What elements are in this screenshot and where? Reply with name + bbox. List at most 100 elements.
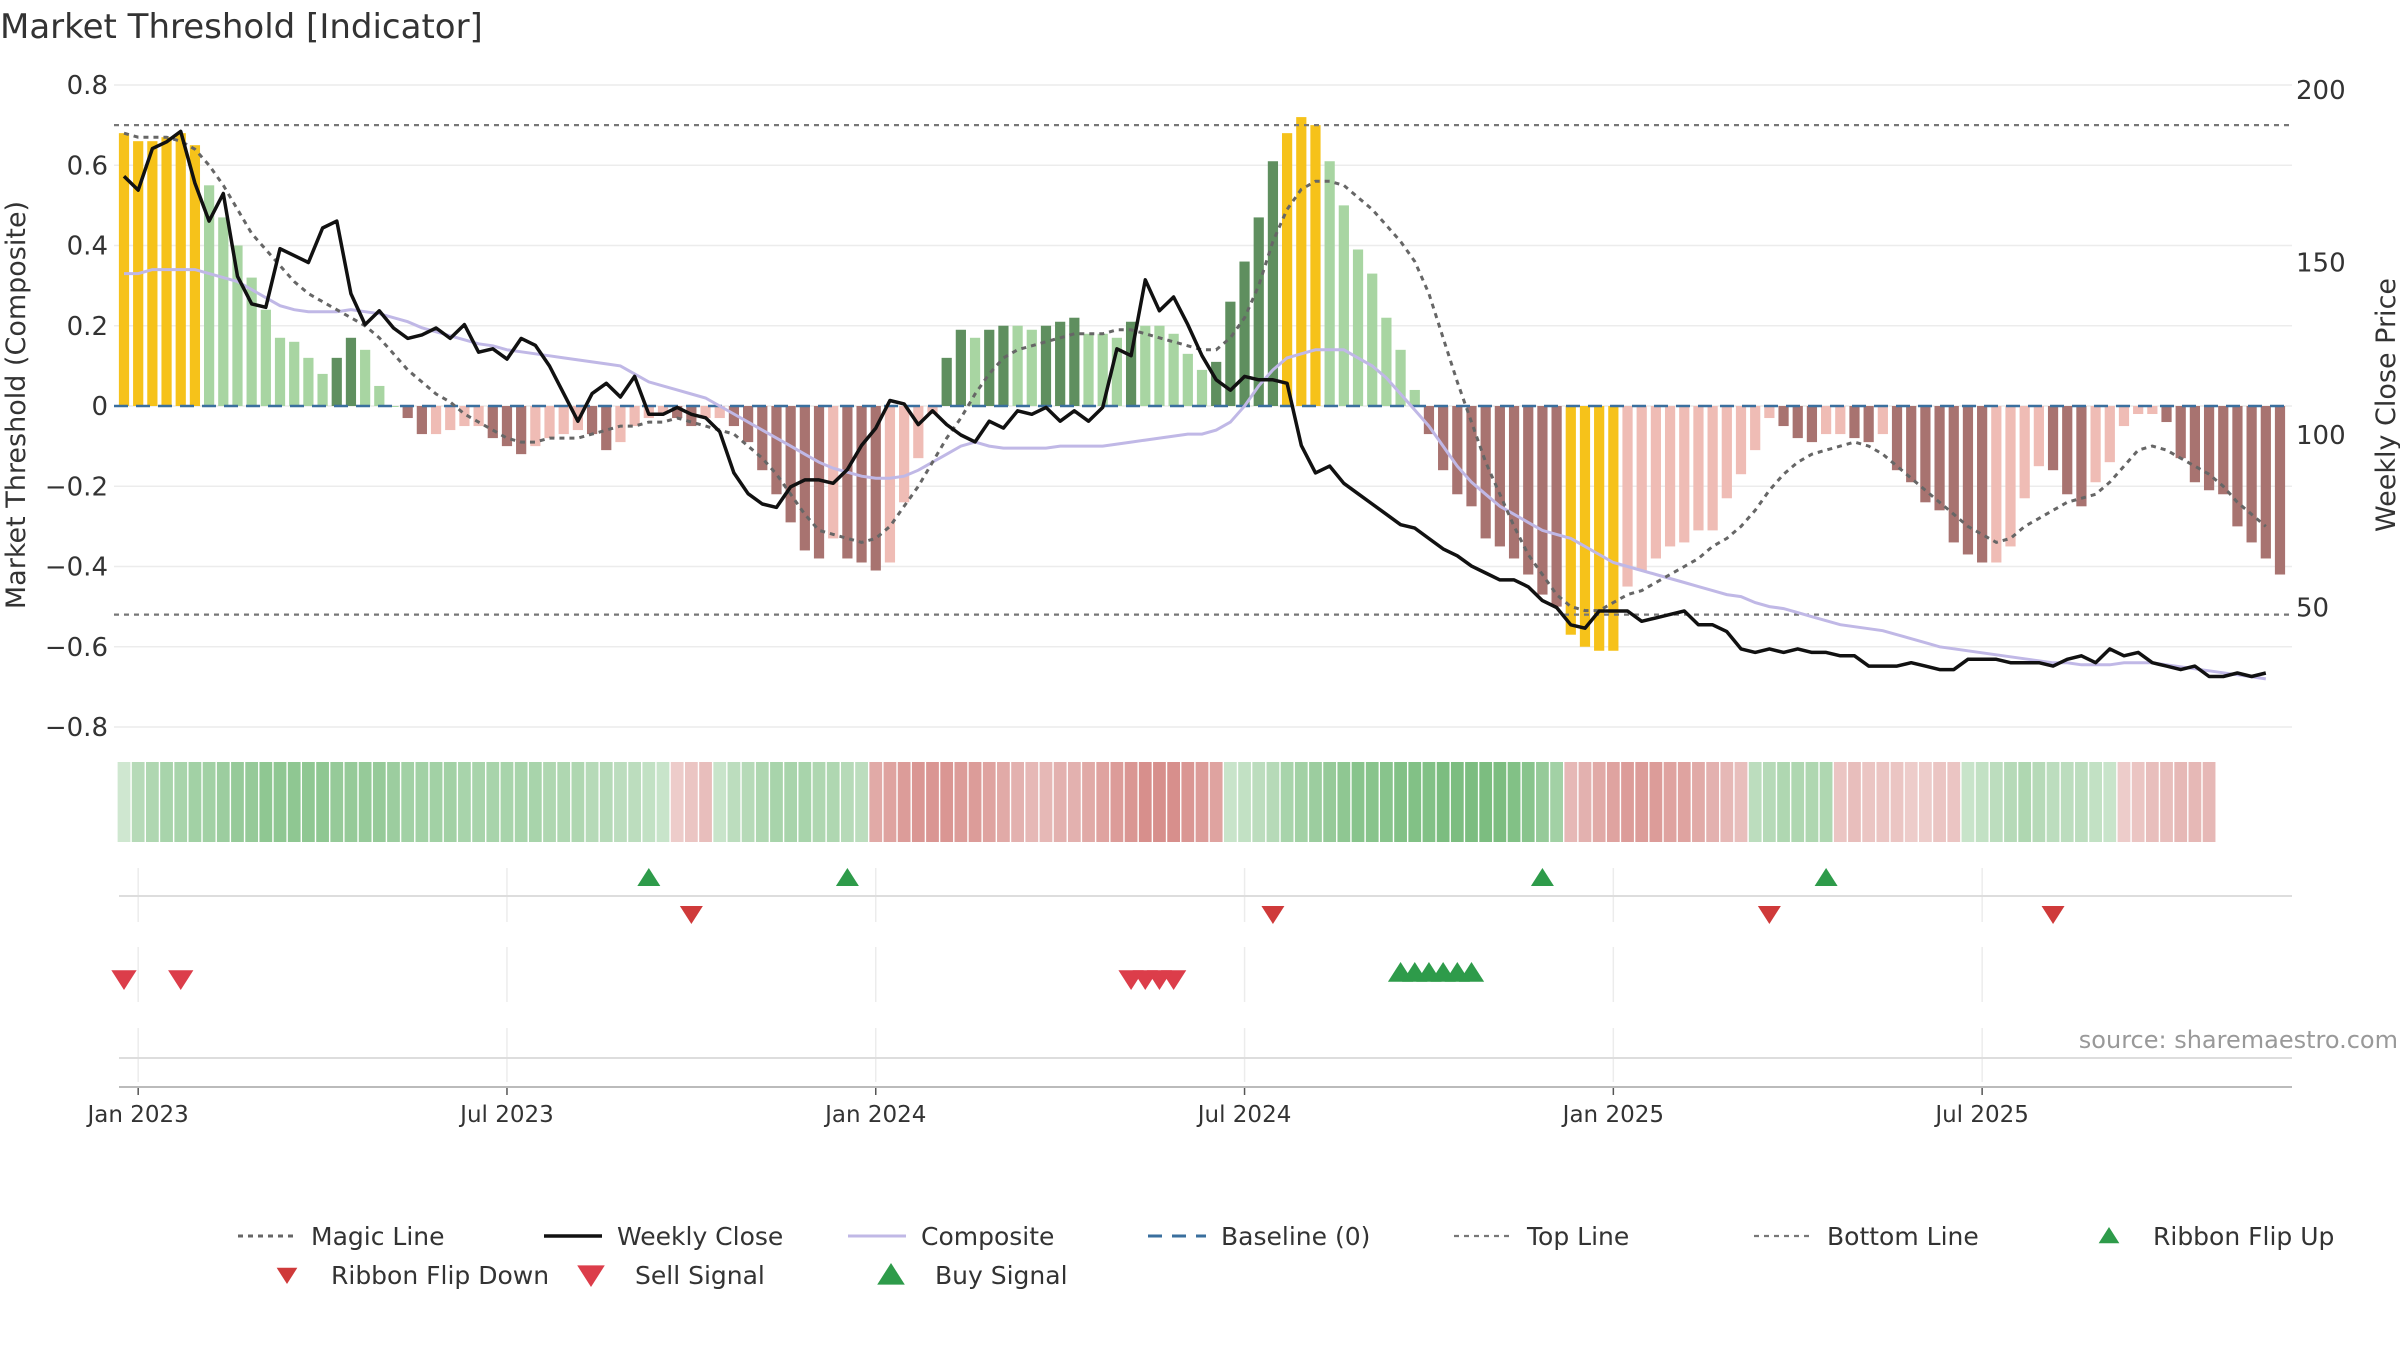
- composite-bar: [1594, 406, 1605, 651]
- composite-bar: [1820, 406, 1832, 435]
- ribbon-cell: [1564, 762, 1578, 842]
- ribbon-cell: [1138, 762, 1152, 842]
- ribbon-cell: [131, 762, 145, 842]
- composite-bar: [629, 406, 640, 427]
- legend-label: Bottom Line: [1827, 1222, 1979, 1251]
- ribbon-cell: [585, 762, 599, 842]
- composite-bar: [118, 133, 130, 406]
- ribbon-strip: [117, 762, 2216, 842]
- ribbon-cell: [1876, 762, 1890, 842]
- ribbon-cell: [330, 762, 344, 842]
- legend-label: Sell Signal: [635, 1261, 765, 1290]
- composite-bar: [161, 137, 172, 406]
- composite-bar: [1863, 406, 1874, 443]
- composite-bar: [1565, 406, 1576, 635]
- ribbon-cell: [2046, 762, 2060, 842]
- ribbon-cell: [1479, 762, 1493, 842]
- composite-bar: [1906, 406, 1917, 483]
- ribbon-cell: [245, 762, 259, 842]
- ribbon-cell: [826, 762, 840, 842]
- ribbon-cell: [1195, 762, 1209, 842]
- ribbon-cell: [2174, 762, 2188, 842]
- composite-bar: [1877, 406, 1888, 435]
- composite-bar: [1693, 406, 1704, 531]
- ribbon-cell: [1706, 762, 1720, 842]
- ribbon-cell: [1762, 762, 1776, 842]
- ribbon-cell: [358, 762, 372, 842]
- ribbon-flip-up-marker: [1814, 868, 1838, 886]
- composite-bar: [1792, 406, 1803, 439]
- ribbon-cell: [897, 762, 911, 842]
- composite-bar: [1352, 249, 1364, 406]
- ribbon-cell: [997, 762, 1010, 842]
- ribbon-cell: [1266, 762, 1280, 842]
- composite-bar: [416, 406, 427, 435]
- ribbon-cell: [1862, 762, 1876, 842]
- composite-line: [124, 268, 2267, 681]
- composite-bar: [1707, 406, 1718, 531]
- legend-symbol-ribbon-flip-up: [2098, 1227, 2120, 1244]
- ribbon-cell: [415, 762, 429, 842]
- ribbon-cell: [117, 762, 131, 842]
- composite-bar: [1664, 406, 1676, 547]
- right-axis-label: Weekly Close Price: [2371, 278, 2400, 532]
- ribbon-cell: [344, 762, 358, 842]
- ribbon-cell: [1011, 762, 1024, 842]
- ribbon-cell: [1989, 762, 2003, 842]
- ribbon-cell: [1124, 762, 1138, 842]
- composite-bar: [1409, 389, 1420, 406]
- ribbon-cell: [259, 762, 273, 842]
- ribbon-cell: [1961, 762, 1975, 842]
- ribbon-cell: [2145, 762, 2159, 842]
- legend-symbol-ribbon-flip-down: [276, 1267, 298, 1284]
- legend-label: Ribbon Flip Up: [2153, 1222, 2334, 1251]
- composite-bar: [2090, 406, 2101, 483]
- composite-bar: [218, 217, 229, 406]
- ribbon-cell: [1167, 762, 1181, 842]
- composite-bar: [430, 406, 442, 435]
- composite-bar: [1508, 406, 1520, 559]
- ribbon-cell: [571, 762, 585, 842]
- composite-bar: [1494, 406, 1505, 547]
- composite-bar: [1296, 117, 1307, 406]
- composite-bar: [1579, 406, 1591, 647]
- ribbon-cell: [2004, 762, 2017, 842]
- ribbon-cell: [982, 762, 996, 842]
- legend-label: Baseline (0): [1221, 1222, 1370, 1251]
- ribbon-cell: [1082, 762, 1095, 842]
- ribbon-cell: [926, 762, 939, 842]
- composite-bar: [1764, 406, 1775, 419]
- ribbon-cell: [1890, 762, 1904, 842]
- ribbon-flip-up-marker: [637, 868, 661, 886]
- composite-bar: [1962, 406, 1974, 555]
- right-tick-label: 150: [2296, 249, 2346, 279]
- composite-bar: [899, 406, 910, 503]
- ribbon-cell: [1947, 762, 1961, 842]
- composite-bar: [2232, 406, 2243, 527]
- composite-bar: [388, 406, 399, 407]
- x-tick-label: Jul 2023: [458, 1102, 554, 1128]
- composite-bar: [345, 337, 357, 406]
- ribbon-cell: [514, 762, 528, 842]
- composite-bar: [884, 406, 896, 563]
- composite-bar: [1281, 133, 1293, 406]
- composite-bar: [1551, 406, 1562, 607]
- ribbon-cell: [642, 762, 656, 842]
- ribbon-cell: [1408, 762, 1422, 842]
- composite-bar: [1650, 406, 1662, 559]
- ribbon-cell: [1677, 762, 1691, 842]
- composite-bar: [1622, 406, 1633, 587]
- left-tick-label: −0.8: [45, 713, 108, 743]
- composite-bar: [530, 406, 541, 447]
- legend-label: Magic Line: [311, 1222, 445, 1251]
- ribbon-cell: [231, 762, 244, 842]
- composite-bar: [473, 406, 484, 427]
- ribbon-cell: [1223, 762, 1237, 842]
- composite-bar: [487, 406, 498, 439]
- composite-bar: [1267, 161, 1279, 406]
- ribbon-cell: [2075, 762, 2088, 842]
- ribbon-cell: [174, 762, 188, 842]
- composite-bar: [374, 385, 385, 406]
- ribbon-cell: [699, 762, 712, 842]
